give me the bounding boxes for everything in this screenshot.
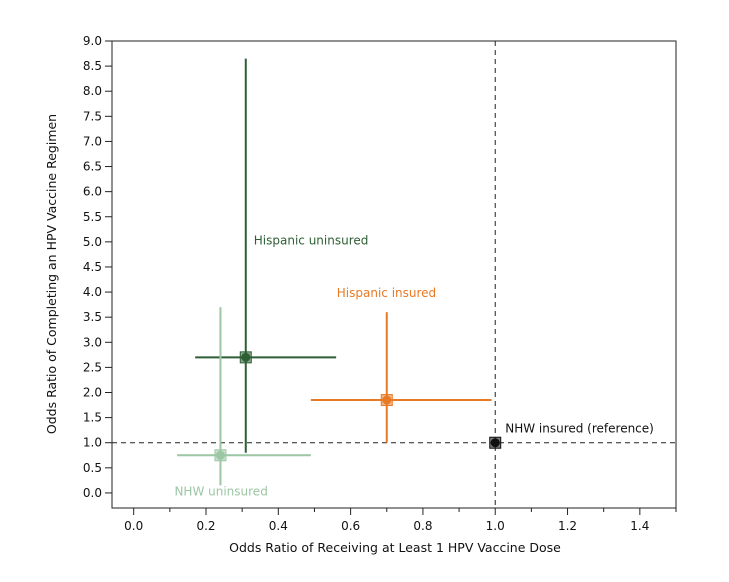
x-tick-label: 0.6 xyxy=(341,519,360,533)
series-nhw-uninsured: NHW uninsured xyxy=(174,307,311,498)
x-tick-label: 1.2 xyxy=(558,519,577,533)
y-axis: 0.0 0.5 1.0 1.5 2.0 2.5 3.0 3.5 4.0 4.5 5.0 5.5 6.0 6… xyxy=(83,34,112,500)
y-tick-label: 8.0 xyxy=(83,84,102,98)
series-nhw-insured-reference: NHW insured (reference) xyxy=(489,422,654,449)
y-tick-label: 5.5 xyxy=(83,210,102,224)
y-tick-label: 8.5 xyxy=(83,59,102,73)
series-label: NHW uninsured xyxy=(174,484,267,498)
x-axis-title: Odds Ratio of Receiving at Least 1 HPV V… xyxy=(229,540,561,555)
x-tick-label: 1.0 xyxy=(486,519,505,533)
y-tick-label: 2.0 xyxy=(83,386,102,400)
y-tick-label: 1.0 xyxy=(83,436,102,450)
y-tick-label: 4.0 xyxy=(83,285,102,299)
point-marker-circle xyxy=(241,352,251,362)
y-tick-label: 3.5 xyxy=(83,310,102,324)
series-label: Hispanic insured xyxy=(337,286,436,300)
series-hispanic-insured: Hispanic insured xyxy=(310,286,492,443)
y-tick-label: 9.0 xyxy=(83,34,102,48)
point-marker-circle xyxy=(215,450,225,460)
x-tick-label: 0.8 xyxy=(413,519,432,533)
y-tick-label: 5.0 xyxy=(83,235,102,249)
series-label: NHW insured (reference) xyxy=(505,422,654,436)
x-tick-label: 0.4 xyxy=(269,519,288,533)
y-tick-label: 1.5 xyxy=(83,411,102,425)
series-hispanic-uninsured: Hispanic uninsured xyxy=(195,58,369,453)
y-axis-title: Odds Ratio of Completing an HPV Vaccine … xyxy=(44,114,59,434)
y-tick-label: 3.0 xyxy=(83,335,102,349)
y-tick-label: 7.0 xyxy=(83,134,102,148)
reference-lines xyxy=(112,41,676,508)
x-axis: 0.0 0.2 0.4 0.6 0.8 1.0 1.2 1.4 xyxy=(124,508,677,533)
y-tick-label: 0.0 xyxy=(83,486,102,500)
data-series: Hispanic uninsured Hispanic insured NHW un… xyxy=(174,58,654,498)
y-tick-label: 4.5 xyxy=(83,260,102,274)
point-marker-circle xyxy=(382,395,392,405)
point-marker-circle xyxy=(490,438,500,448)
x-tick-label: 1.4 xyxy=(630,519,649,533)
y-tick-label: 6.0 xyxy=(83,185,102,199)
series-label: Hispanic uninsured xyxy=(254,233,369,247)
y-tick-label: 6.5 xyxy=(83,160,102,174)
x-tick-label: 0.2 xyxy=(196,519,215,533)
y-tick-label: 2.5 xyxy=(83,360,102,374)
y-tick-label: 7.5 xyxy=(83,109,102,123)
x-tick-label: 0.0 xyxy=(124,519,143,533)
plot-frame xyxy=(111,40,677,509)
y-tick-label: 0.5 xyxy=(83,461,102,475)
